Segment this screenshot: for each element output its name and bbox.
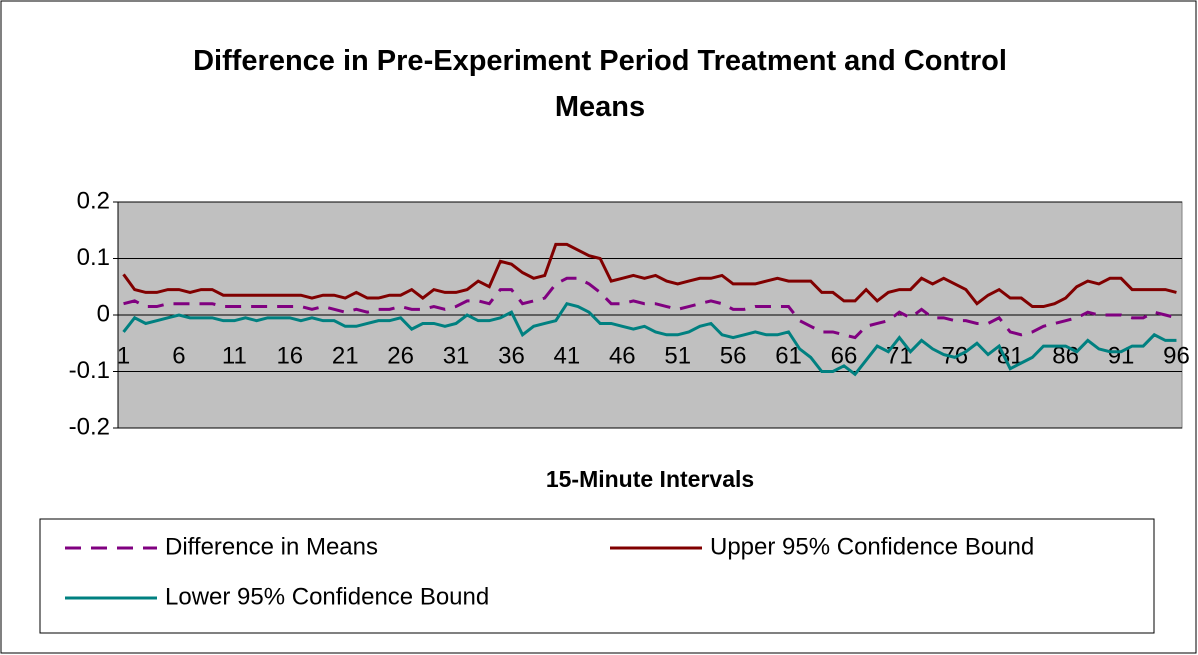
x-tick-label: 46	[609, 342, 636, 369]
x-tick-label: 51	[664, 342, 691, 369]
x-tick-label: 56	[720, 342, 747, 369]
x-tick-label: 36	[498, 342, 525, 369]
x-tick-label: 41	[554, 342, 581, 369]
y-tick-label: 0.1	[77, 244, 110, 271]
y-tick-label: -0.1	[69, 357, 110, 384]
x-tick-label: 31	[443, 342, 470, 369]
x-tick-label: 6	[172, 342, 185, 369]
y-tick-label: -0.2	[69, 413, 110, 440]
x-tick-label: 71	[886, 342, 913, 369]
series-line	[122, 301, 1177, 377]
x-tick-label: 16	[276, 342, 303, 369]
legend-box	[39, 518, 1155, 634]
y-tick-label: 0	[97, 300, 110, 327]
series-line	[122, 242, 1177, 309]
y-tick-label: 0.2	[77, 187, 110, 214]
x-tick-label: 26	[387, 342, 414, 369]
x-tick-label: 11	[222, 342, 247, 369]
x-tick-label: 21	[332, 342, 359, 369]
chart-title: Difference in Pre-Experiment Period Trea…	[193, 45, 1007, 123]
legend-label: Lower 95% Confidence Bound	[165, 583, 489, 610]
x-tick-label: 96	[1163, 342, 1190, 369]
x-tick-label: 1	[117, 342, 130, 369]
legend-label: Upper 95% Confidence Bound	[710, 533, 1034, 560]
x-axis-title: 15-Minute Intervals	[546, 466, 754, 492]
series-line	[123, 276, 1177, 340]
legend-label: Difference in Means	[165, 533, 378, 560]
